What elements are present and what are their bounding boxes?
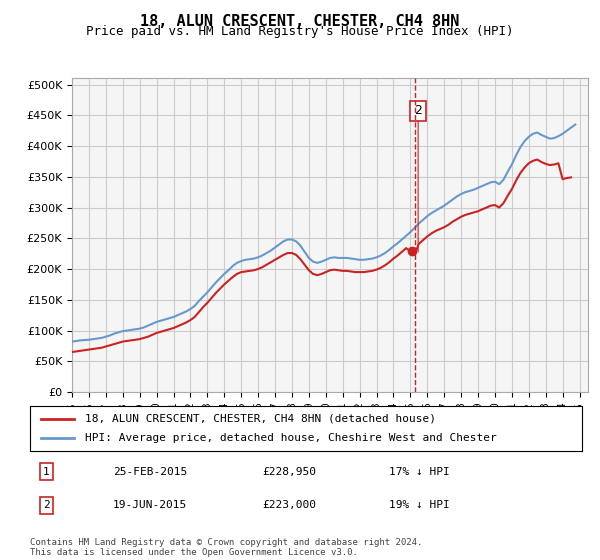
- Text: Contains HM Land Registry data © Crown copyright and database right 2024.
This d: Contains HM Land Registry data © Crown c…: [30, 538, 422, 557]
- Text: 25-FEB-2015: 25-FEB-2015: [113, 467, 187, 477]
- Text: 2: 2: [414, 105, 422, 118]
- Text: £228,950: £228,950: [262, 467, 316, 477]
- Text: 18, ALUN CRESCENT, CHESTER, CH4 8HN (detached house): 18, ALUN CRESCENT, CHESTER, CH4 8HN (det…: [85, 413, 436, 423]
- Text: £223,000: £223,000: [262, 501, 316, 510]
- Text: Price paid vs. HM Land Registry's House Price Index (HPI): Price paid vs. HM Land Registry's House …: [86, 25, 514, 38]
- Text: 2: 2: [43, 501, 50, 510]
- Text: 19-JUN-2015: 19-JUN-2015: [113, 501, 187, 510]
- Text: HPI: Average price, detached house, Cheshire West and Chester: HPI: Average price, detached house, Ches…: [85, 433, 497, 444]
- Text: 17% ↓ HPI: 17% ↓ HPI: [389, 467, 449, 477]
- Text: 19% ↓ HPI: 19% ↓ HPI: [389, 501, 449, 510]
- Text: 1: 1: [43, 467, 50, 477]
- Text: 18, ALUN CRESCENT, CHESTER, CH4 8HN: 18, ALUN CRESCENT, CHESTER, CH4 8HN: [140, 14, 460, 29]
